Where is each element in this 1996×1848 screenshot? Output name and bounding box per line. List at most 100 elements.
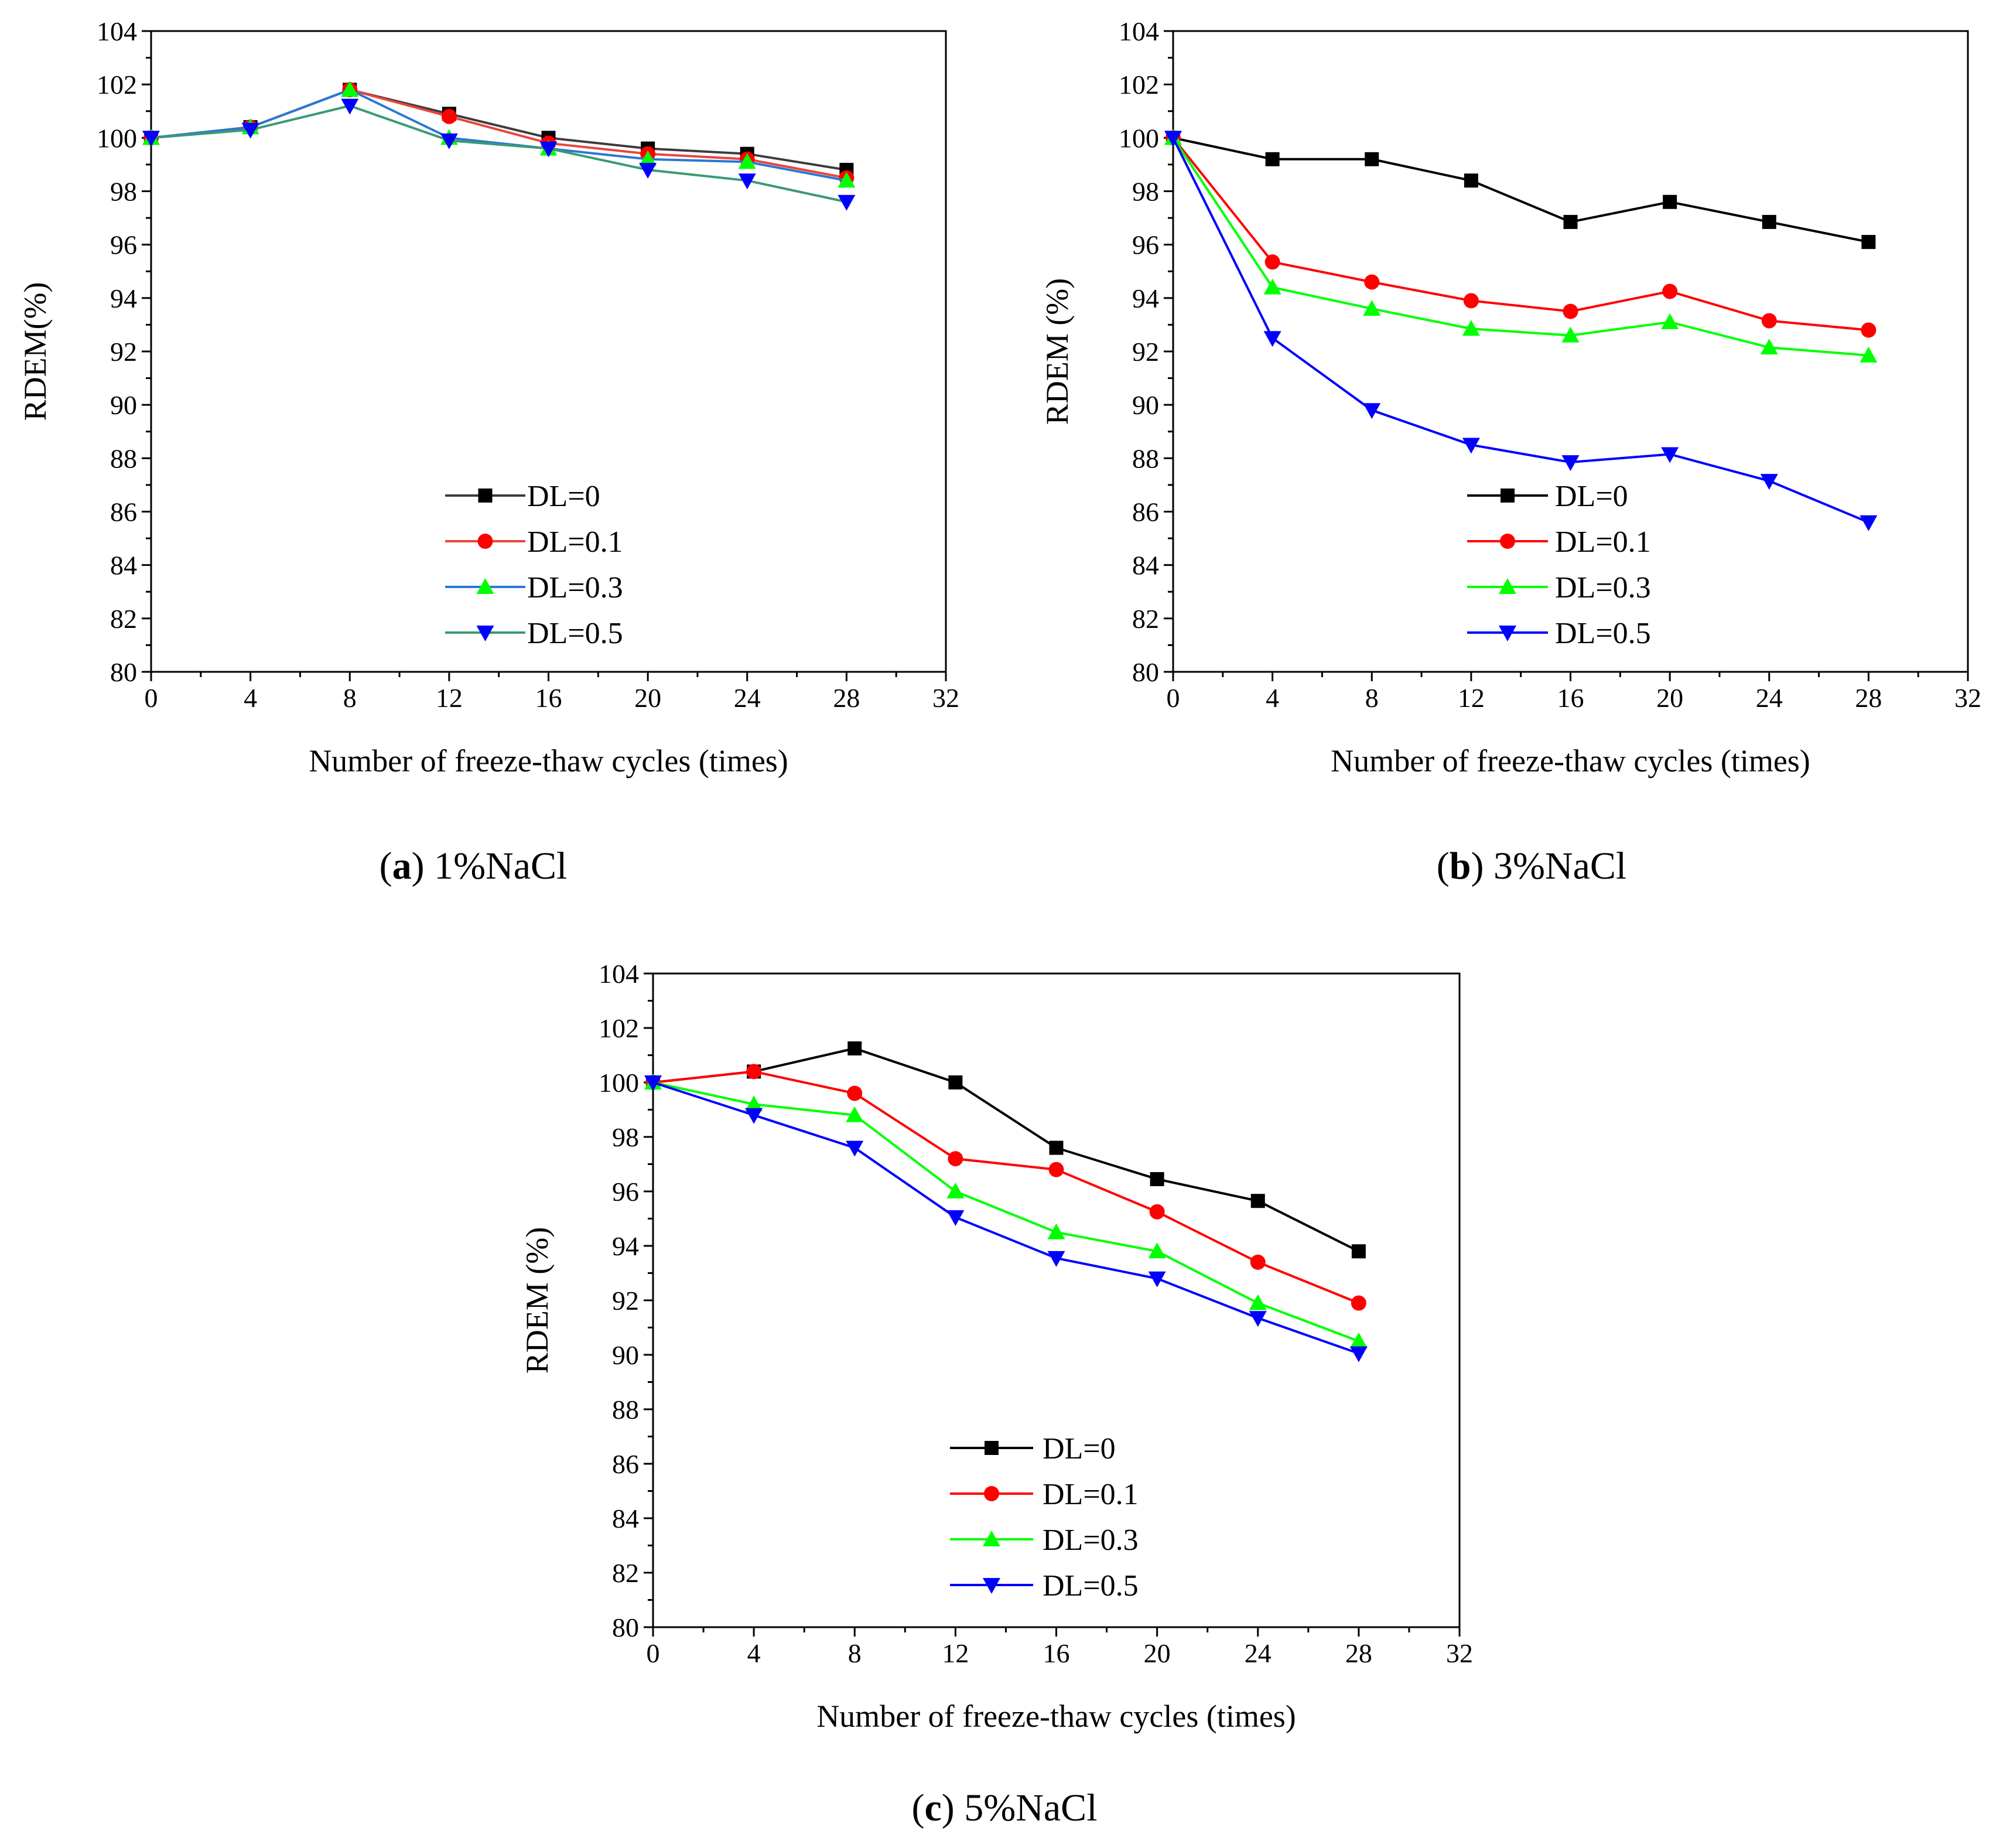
series-line [1172,137,1869,524]
data-point [1463,293,1479,309]
x-axis-label: Number of freeze-thaw cycles (times) [816,1699,1296,1734]
caption-paren-open: ( [380,845,392,887]
data-point [1561,455,1580,472]
series-DL=0 [646,1041,1366,1259]
data-point [341,81,359,97]
data-point [1148,1271,1166,1287]
y-tick-label: 90 [1132,390,1159,420]
y-tick-label: 92 [1132,337,1159,367]
legend-marker [1499,578,1516,594]
data-point [946,1210,965,1227]
y-tick-label: 86 [612,1449,639,1479]
chart-a: 0 4 8 12 16 20 24 28 32 80 82 84 86 88 90 92 94 96 98 100 10… [18,16,959,887]
data-point [1861,235,1876,250]
data-point [838,172,856,188]
data-point [1363,300,1381,316]
y-tick-label: 80 [1132,657,1159,687]
y-axis-label: RDEM (%) [519,1227,555,1374]
data-point [1249,1311,1267,1327]
y-tick-label: 98 [110,177,137,207]
legend-marker [984,1486,999,1501]
data-point [746,1064,762,1080]
data-point [1860,346,1878,363]
legend-item: DL=0 [1467,480,1628,513]
y-tick-label: 98 [1132,177,1159,207]
data-point [846,1106,864,1122]
y-tick-label: 94 [110,283,137,313]
x-tick-label: 12 [1458,683,1485,713]
caption-letter: a [392,845,412,887]
legend-item: DL=0.1 [445,525,623,559]
legend-marker [1499,626,1516,641]
series-line [1172,137,1869,332]
legend-item: DL=0.3 [1467,571,1651,604]
y-tick-label: 98 [612,1122,639,1152]
caption-paren-open: ( [1437,845,1450,887]
y-tick-label: 82 [1132,604,1159,634]
y-tick-label: 92 [110,337,137,367]
data-point [1048,1162,1064,1177]
data-point [1464,173,1478,188]
x-tick-label: 4 [747,1638,761,1668]
y-tick-label: 88 [1132,443,1159,473]
legend-label: DL=0.5 [1043,1569,1139,1603]
y-tick-label: 90 [110,390,137,420]
x-tick-label: 12 [436,683,463,713]
series-DL=0.5 [1164,131,1878,531]
x-tick-label: 32 [1446,1638,1473,1668]
y-tick-label: 84 [1132,551,1159,580]
x-tick-label: 20 [634,683,661,713]
legend-label: DL=0.3 [527,571,623,604]
caption-text: 3%NaCl [1493,845,1626,887]
data-point [1761,313,1777,329]
series-line [652,1081,1359,1355]
y-tick-label: 104 [97,16,137,46]
legend-marker [476,626,494,641]
legend-item: DL=0.3 [445,571,623,604]
y-tick-label: 82 [612,1558,639,1588]
y-tick-label: 84 [110,551,137,580]
data-point [1263,331,1281,347]
data-point [639,163,657,179]
legend: DL=0 DL=0.1 DL=0.3 DL=0.5 [950,1432,1139,1603]
x-tick-label: 0 [647,1638,660,1668]
data-point [1762,214,1776,229]
legend: DL=0 DL=0.1 DL=0.3 DL=0.5 [445,480,623,650]
panel-caption: (c) 5%NaCl [911,1786,1097,1829]
data-point [1364,274,1380,290]
x-axis-label: Number of freeze-thaw cycles (times) [309,743,788,778]
legend-item: DL=0 [445,480,600,513]
x-tick-label: 32 [932,683,959,713]
panel-caption: (a) 1%NaCl [380,845,568,887]
data-point [1365,152,1379,166]
data-point [847,1041,862,1055]
legend-item: DL=0.5 [1467,617,1651,650]
legend-marker [478,489,493,503]
data-point [946,1183,965,1198]
y-tick-label: 102 [97,70,137,100]
legend-item: DL=0.1 [950,1478,1139,1511]
legend-label: DL=0.3 [1043,1524,1139,1557]
legend-label: DL=0.1 [1555,525,1651,559]
data-point [1047,1223,1065,1239]
data-point [1760,474,1778,490]
x-tick-label: 20 [1656,683,1683,713]
data-point [948,1075,963,1089]
x-tick-label: 16 [535,683,562,713]
data-point [1661,313,1679,329]
y-tick-label: 100 [1119,123,1159,153]
series-DL=0 [1166,131,1876,250]
y-tick-label: 86 [110,497,137,527]
data-point [1149,1204,1165,1220]
y-tick-label: 94 [612,1231,639,1261]
series-line [652,1081,1359,1343]
data-point [1661,447,1679,463]
caption-letter: b [1450,845,1471,887]
y-tick-label: 102 [599,1013,639,1043]
data-point [644,1075,662,1091]
y-tick-label: 90 [612,1340,639,1370]
data-point [1462,320,1480,336]
y-axis-label: RDEM (%) [1040,278,1075,425]
legend-item: DL=0.5 [445,617,623,650]
